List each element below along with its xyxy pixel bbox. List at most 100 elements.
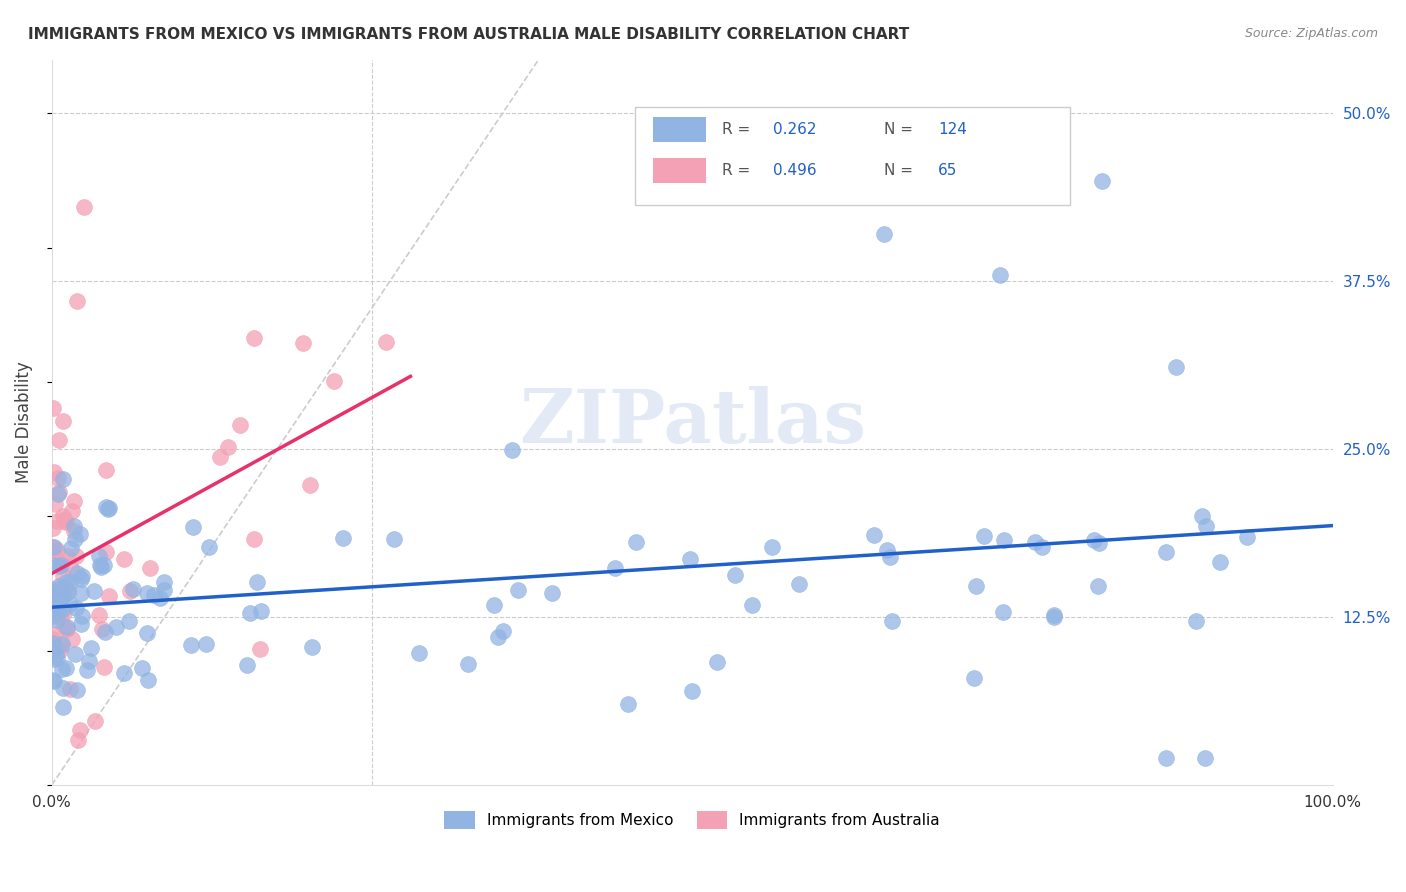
- Point: [45, 607, 67, 621]
- Point: [741, 598, 763, 612]
- Point: [246, 575, 269, 590]
- Point: [93, 624, 115, 639]
- Point: [53, 619, 76, 633]
- Point: [1024, 535, 1046, 549]
- Point: [180, 638, 202, 652]
- Point: [181, 520, 204, 534]
- Point: [52, 512, 75, 526]
- Point: [84, 714, 107, 729]
- Point: [617, 698, 640, 712]
- Point: [1043, 607, 1066, 622]
- Point: [49, 643, 72, 657]
- Point: [46, 604, 69, 618]
- Point: [1194, 751, 1216, 765]
- Point: [83, 583, 105, 598]
- Point: [873, 227, 896, 242]
- Text: Source: ZipAtlas.com: Source: ZipAtlas.com: [1244, 27, 1378, 40]
- Point: [239, 606, 262, 620]
- Point: [59, 575, 82, 590]
- Point: [44, 585, 66, 599]
- Point: [1091, 173, 1114, 187]
- Point: [62, 493, 84, 508]
- Point: [60, 632, 83, 647]
- Point: [332, 531, 354, 545]
- Point: [73, 200, 96, 214]
- Point: [44, 465, 66, 479]
- Point: [42, 558, 65, 572]
- Point: [70, 569, 93, 583]
- Point: [250, 604, 273, 618]
- Point: [42, 641, 65, 656]
- Point: [51, 555, 73, 569]
- Point: [229, 417, 252, 432]
- Point: [44, 597, 66, 611]
- Point: [48, 579, 70, 593]
- Point: [66, 294, 89, 309]
- Point: [706, 655, 728, 669]
- Bar: [652, 158, 706, 183]
- Point: [42, 548, 65, 562]
- Point: [69, 526, 91, 541]
- Point: [46, 591, 69, 605]
- Text: R =: R =: [721, 163, 755, 178]
- Point: [80, 640, 103, 655]
- Point: [52, 414, 75, 428]
- Point: [89, 549, 111, 563]
- Point: [46, 600, 69, 615]
- Text: 65: 65: [938, 163, 957, 178]
- Point: [93, 660, 115, 674]
- Point: [408, 646, 430, 660]
- Point: [49, 640, 72, 654]
- Point: [301, 640, 323, 654]
- Point: [49, 610, 72, 624]
- Point: [624, 534, 647, 549]
- Point: [208, 450, 231, 464]
- Point: [60, 504, 83, 518]
- Point: [880, 614, 903, 628]
- Legend: Immigrants from Mexico, Immigrants from Australia: Immigrants from Mexico, Immigrants from …: [439, 805, 946, 836]
- Point: [94, 500, 117, 515]
- Point: [492, 624, 515, 639]
- Text: R =: R =: [721, 121, 755, 136]
- Point: [761, 541, 783, 555]
- Point: [136, 673, 159, 687]
- Point: [52, 472, 75, 486]
- Point: [77, 654, 100, 668]
- Text: ZIPatlas: ZIPatlas: [519, 386, 866, 458]
- Point: [46, 487, 69, 501]
- Point: [1236, 530, 1258, 544]
- Point: [243, 331, 266, 345]
- Point: [52, 699, 75, 714]
- Point: [112, 551, 135, 566]
- Point: [55, 515, 77, 529]
- Point: [42, 652, 65, 666]
- Point: [217, 440, 239, 454]
- Point: [46, 587, 69, 601]
- Point: [89, 558, 111, 573]
- Point: [120, 583, 142, 598]
- Point: [194, 637, 217, 651]
- Point: [1191, 508, 1213, 523]
- Point: [55, 580, 77, 594]
- Point: [44, 587, 66, 601]
- Point: [605, 561, 627, 575]
- Point: [51, 662, 73, 676]
- Point: [51, 558, 73, 572]
- Point: [42, 632, 65, 647]
- Point: [60, 541, 83, 555]
- Point: [484, 598, 506, 612]
- Point: [93, 558, 115, 572]
- Point: [56, 622, 79, 636]
- Point: [53, 581, 76, 595]
- Point: [973, 529, 995, 543]
- Point: [59, 682, 82, 697]
- Point: [90, 559, 112, 574]
- Point: [52, 514, 75, 528]
- Point: [1031, 540, 1053, 554]
- Point: [876, 543, 898, 558]
- Point: [44, 497, 66, 511]
- Point: [1184, 614, 1206, 628]
- Point: [51, 637, 73, 651]
- Point: [783, 160, 806, 174]
- Point: [70, 586, 93, 600]
